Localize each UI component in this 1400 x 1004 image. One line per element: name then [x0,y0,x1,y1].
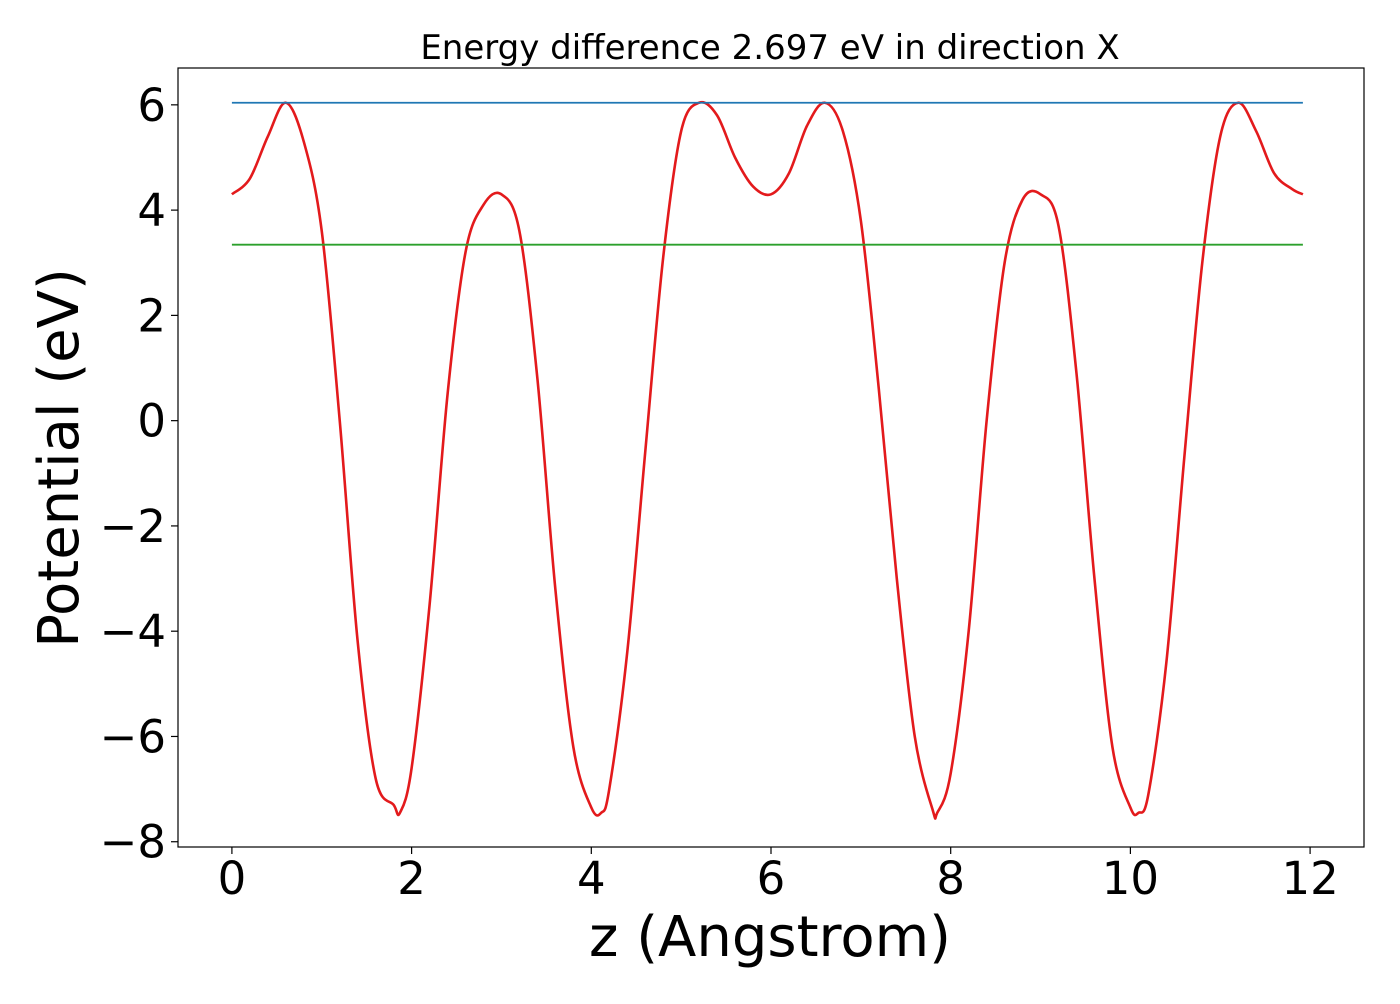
y-tick-label: 0 [137,395,166,448]
chart-title: Energy difference 2.697 eV in direction … [420,28,1119,68]
x-tick-label: 8 [936,852,965,905]
x-tick-label: 12 [1281,852,1338,905]
y-tick-label: −8 [100,816,166,869]
y-tick-label: 4 [137,184,166,237]
x-tick-label: 10 [1102,852,1159,905]
y-axis-ticks: 6 4 2 0 −2 −4 −6 −8 [100,79,178,869]
x-tick-label: 4 [577,852,606,905]
potential-curve [231,100,1304,820]
y-tick-label: 2 [137,289,166,342]
y-axis-label: Potential (eV) [27,268,92,648]
x-tick-label: 6 [757,852,786,905]
y-tick-label: −6 [100,710,166,763]
x-axis-ticks: 0 2 4 6 8 10 12 [218,847,1339,905]
x-tick-label: 2 [397,852,426,905]
series-layer [231,100,1304,820]
y-tick-label: −4 [100,605,166,658]
x-tick-label: 0 [218,852,247,905]
y-tick-label: −2 [100,500,166,553]
plot-frame [177,67,1365,848]
y-tick-label: 6 [137,79,166,132]
x-axis-label: z (Angstrom) [589,905,951,970]
